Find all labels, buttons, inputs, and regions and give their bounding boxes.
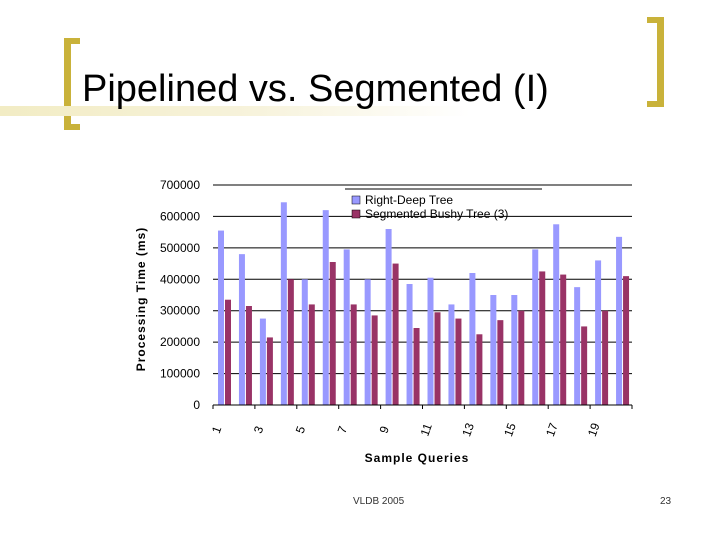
y-tick-label: 600000: [160, 209, 200, 223]
right-bracket-bottom: [647, 101, 664, 107]
left-bracket-vertical: [64, 38, 71, 130]
x-tick-label: 7: [335, 424, 351, 435]
legend-swatch: [351, 209, 361, 219]
bar-series2: [225, 299, 231, 405]
left-bracket-top: [64, 38, 80, 44]
x-tick-label: 5: [293, 424, 309, 435]
bar-series1: [616, 236, 623, 405]
bar-series1: [448, 304, 455, 405]
y-tick-label: 400000: [160, 272, 200, 286]
bar-series1: [343, 249, 350, 405]
legend-label: Right-Deep Tree: [365, 193, 453, 207]
bar-series1: [595, 260, 602, 405]
y-tick-label: 300000: [160, 304, 200, 318]
slide-title: Pipelined vs. Segmented (I): [82, 68, 549, 110]
bar-series2: [245, 306, 252, 405]
bar-series2: [455, 318, 462, 405]
bar-series1: [322, 210, 329, 405]
x-tick-label: 15: [501, 421, 519, 439]
bar-series1: [490, 295, 497, 405]
bar-series1: [427, 277, 434, 405]
legend-label: Segmented Bushy Tree (3): [365, 207, 508, 221]
title-underline-band: [0, 106, 470, 116]
bar-series2: [497, 320, 504, 405]
x-tick-label: 19: [585, 421, 603, 439]
bar-series2: [518, 310, 525, 405]
bar-series2: [329, 262, 336, 405]
x-axis-label: Sample Queries: [365, 451, 470, 465]
bar-series1: [218, 230, 224, 405]
bar-series1: [469, 273, 476, 405]
bar-series1: [406, 284, 413, 405]
x-tick-label: 3: [251, 424, 267, 435]
bar-series2: [350, 304, 357, 405]
x-tick-label: 1: [209, 424, 225, 435]
bar-series1: [259, 318, 266, 405]
x-tick-label: 13: [459, 421, 477, 439]
bar-series1: [280, 202, 287, 405]
bar-series2: [308, 304, 315, 405]
bar-series1: [553, 224, 560, 405]
right-bracket-vertical: [657, 17, 664, 107]
bar-series2: [539, 271, 546, 405]
bar-series2: [413, 328, 420, 405]
bar-series2: [602, 310, 609, 405]
bar-series2: [581, 326, 588, 405]
page-number: 23: [660, 496, 672, 507]
bar-series2: [266, 337, 273, 405]
y-tick-label: 0: [193, 398, 200, 412]
y-tick-label: 500000: [160, 241, 200, 255]
bar-series1: [574, 287, 581, 405]
bar-series2: [371, 315, 378, 405]
bar-series1: [511, 295, 518, 405]
right-bracket-top: [647, 17, 664, 23]
left-bracket-bottom: [64, 124, 80, 130]
bar-series1: [238, 254, 245, 405]
x-tick-label: 11: [417, 421, 435, 438]
bar-series2: [434, 312, 441, 405]
legend-swatch: [351, 195, 361, 205]
y-axis-label: Processing Time (ms): [134, 227, 148, 372]
bar-series1: [364, 279, 371, 405]
bar-series2: [392, 263, 399, 405]
y-tick-label: 700000: [160, 178, 200, 192]
y-tick-label: 100000: [160, 367, 200, 381]
footer-conference: VLDB 2005: [353, 496, 405, 507]
x-tick-label: 9: [377, 424, 393, 435]
bar-series2: [560, 274, 567, 405]
x-tick-label: 17: [543, 421, 561, 439]
bar-series1: [385, 229, 392, 405]
bar-series2: [476, 334, 483, 405]
y-tick-label: 200000: [160, 335, 200, 349]
bar-series1: [532, 249, 539, 405]
bar-series2: [623, 276, 630, 405]
bar-series1: [301, 279, 308, 405]
bar-series2: [287, 279, 294, 405]
